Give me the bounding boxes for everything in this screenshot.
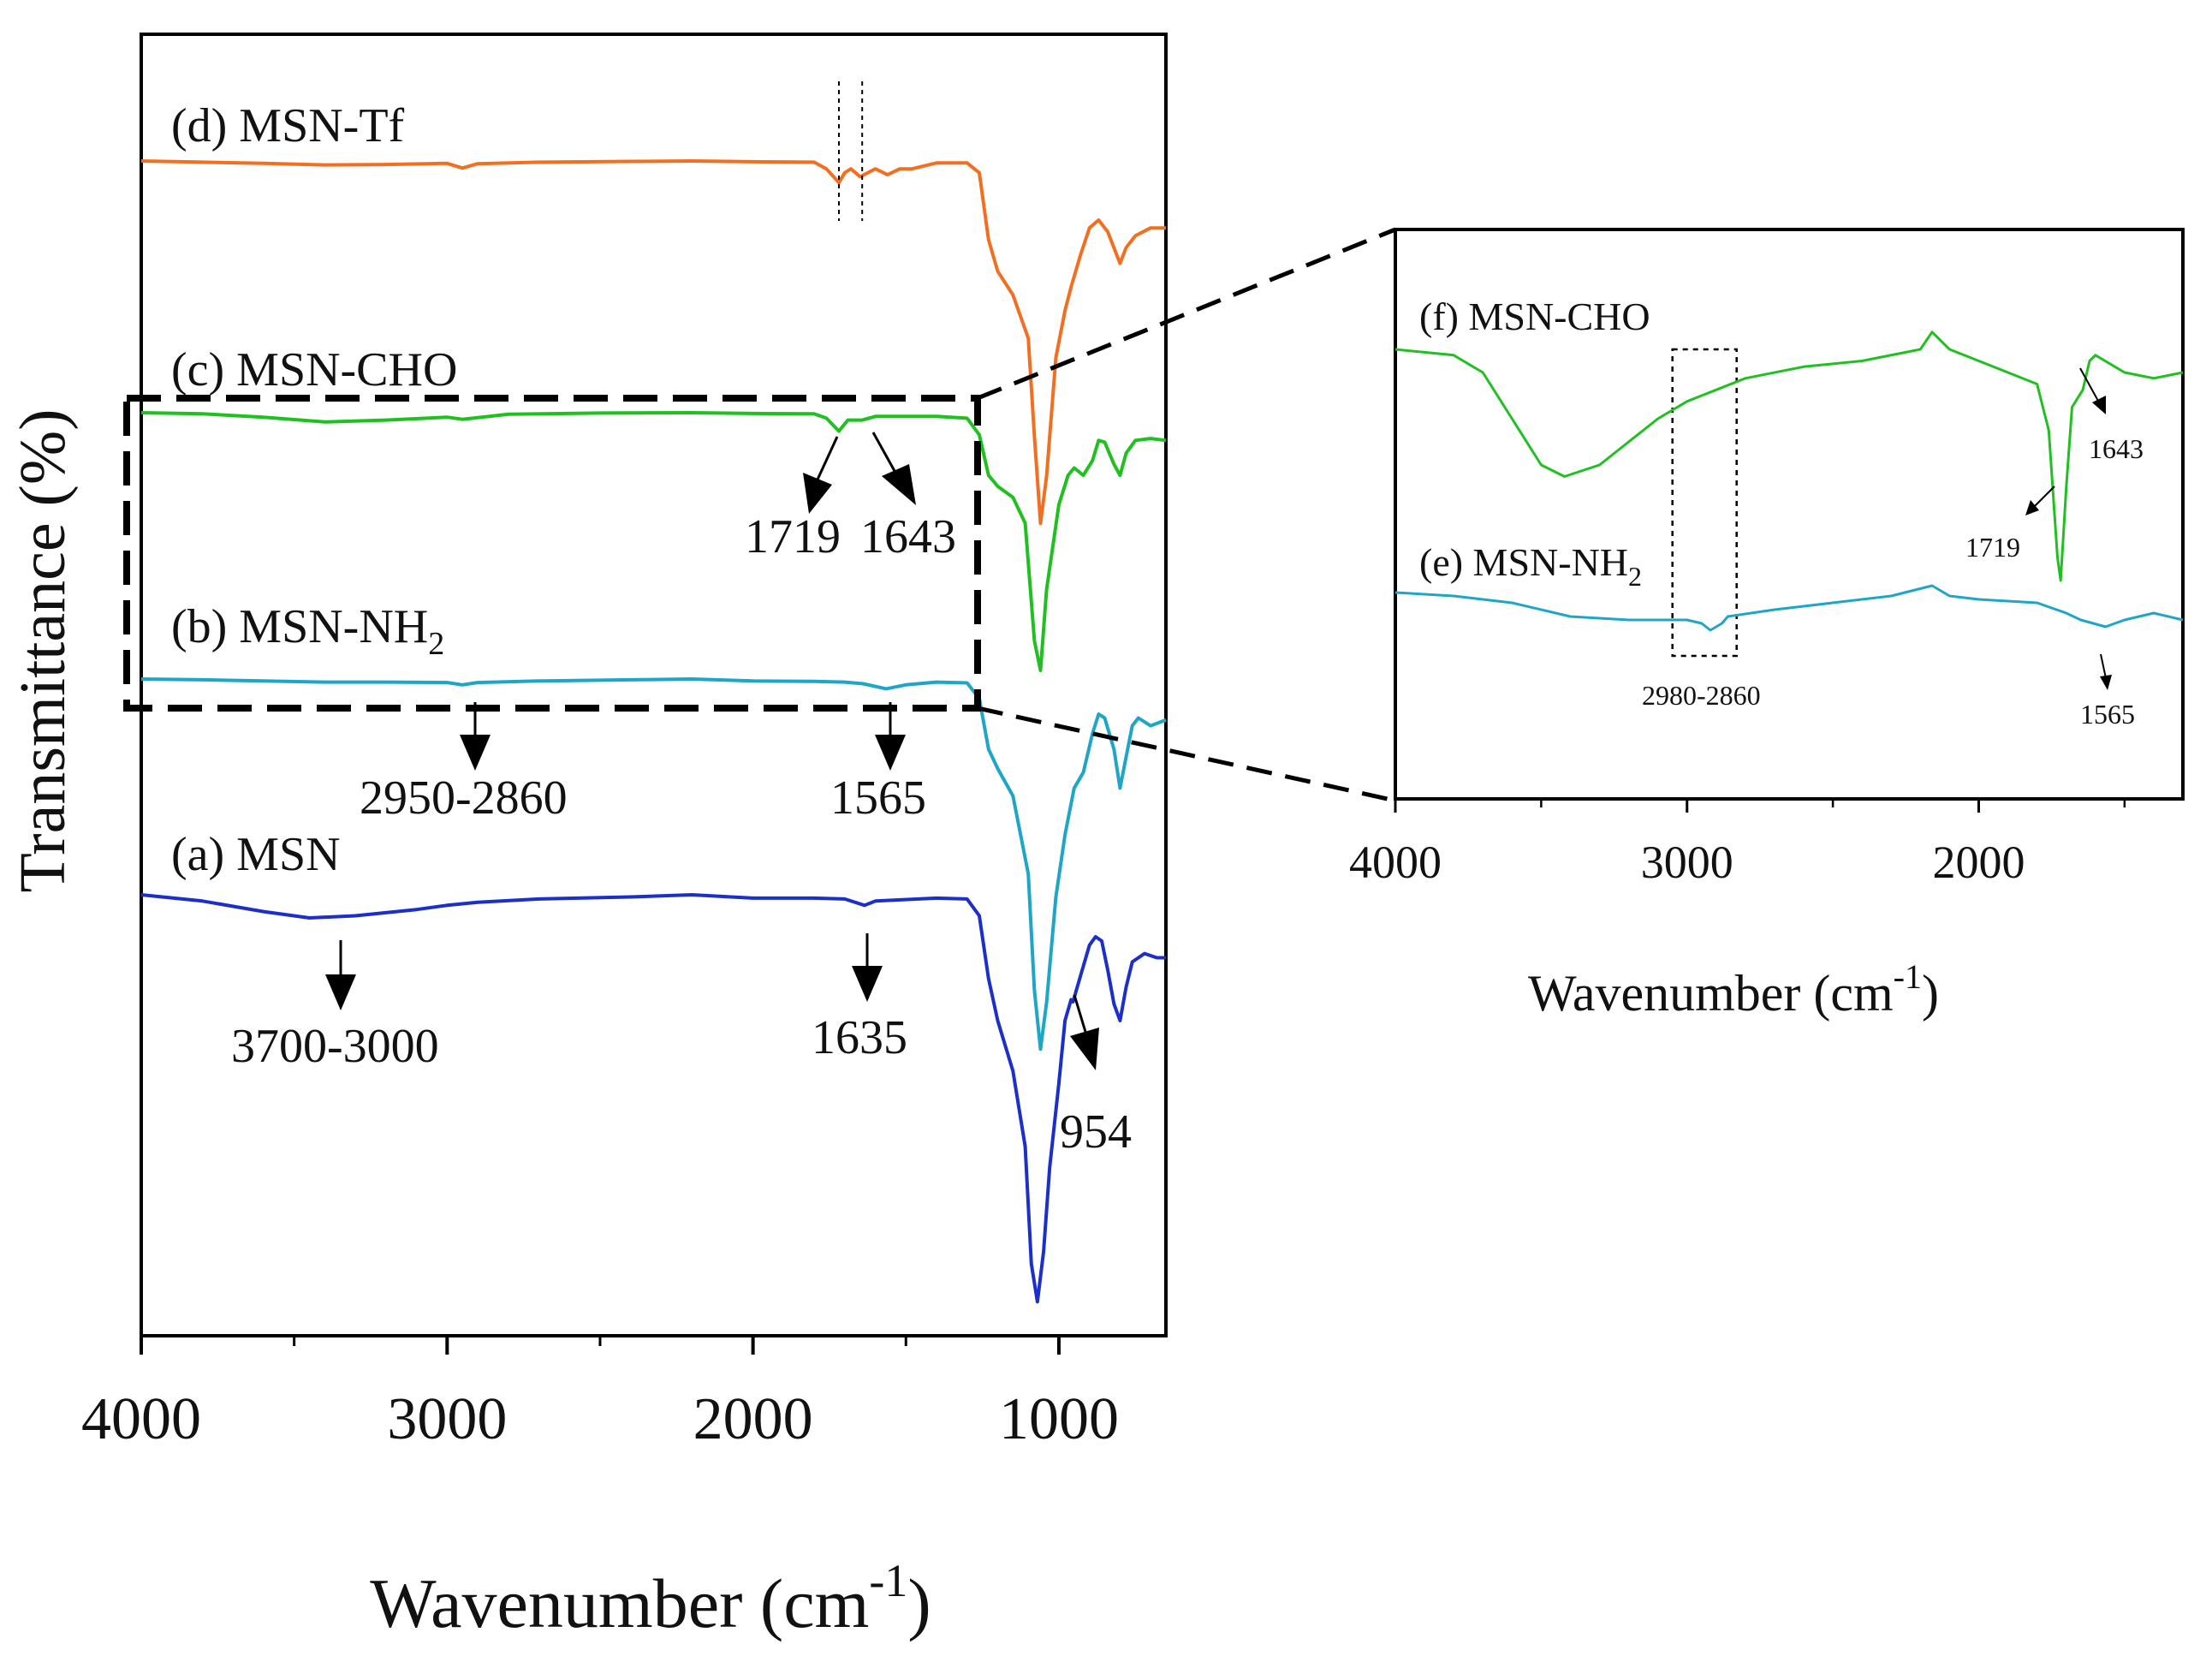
main-annotation-arrows [325, 432, 1099, 1070]
arrow-954-head [1070, 1028, 1099, 1070]
main-tick-label-1: 3000 [387, 1386, 507, 1452]
annotation-1565: 1565 [830, 771, 926, 825]
annotation-1643: 1643 [860, 510, 956, 563]
annotation-2950-2860: 2950-2860 [360, 771, 568, 825]
inset-xlabel-superscript: -1 [1894, 957, 1922, 996]
zoom-connector-top [977, 227, 1396, 401]
arrow-954-shaft [1073, 994, 1087, 1033]
inset-series-line-0 [1394, 331, 2184, 582]
inset-series-line-1 [1394, 584, 2184, 632]
main-xlabel-superscript: -1 [869, 1555, 907, 1606]
inset-xlabel: Wavenumber (cm-1) [1528, 957, 1939, 1022]
inset-plot-frame [1394, 228, 2185, 801]
inset-annotation-arrows [2025, 367, 2112, 690]
inset-annotation-2980-2860: 2980-2860 [1642, 680, 1761, 711]
inset-tick-label-2: 2000 [1932, 837, 2025, 888]
main-dotted-guides [838, 81, 864, 221]
inset-arrow-1719-shaft [2033, 486, 2055, 508]
inset-xlabel-close: ) [1922, 965, 1939, 1022]
inset-series-group [1394, 331, 2184, 632]
inset-annotation-1565: 1565 [2080, 699, 2135, 730]
zoom-region-box [123, 395, 981, 712]
inset-annotation-1719: 1719 [1965, 532, 2020, 563]
inset-chart: 4000 3000 2000 (f) MSN-CHO (e) MSN-NH2 164… [1349, 228, 2185, 1022]
inset-tick-label-0: 4000 [1349, 837, 1442, 888]
inset-arrow-1643-shaft [2079, 367, 2100, 403]
main-tick-label-0: 4000 [81, 1386, 201, 1452]
main-plot-frame [140, 33, 1168, 1337]
inset-arrow-1565-shaft [2100, 653, 2107, 679]
inset-arrow-1719-head [2025, 500, 2039, 515]
arrow-1719-head [803, 473, 832, 514]
zoom-connector-bottom [977, 706, 1396, 803]
main-ylabel: Transmittance (%) [7, 409, 79, 893]
arrow-1643-shaft [871, 432, 896, 472]
arrow-1635-head [852, 966, 883, 1002]
arrow-3700-3000-head [325, 974, 356, 1010]
inset-arrow-1643-head [2092, 396, 2106, 414]
arrow-2950-2860-head [460, 735, 491, 771]
label-inset-msn-nh2-subscript: 2 [1628, 561, 1642, 592]
main-chart: 4000 3000 2000 1000 (d) MSN-Tf (c) MSN-CHO … [7, 33, 1168, 1642]
arrow-1565-head [875, 735, 906, 771]
arrow-1719-shaft [816, 436, 839, 480]
annotation-1719: 1719 [745, 510, 841, 563]
arrow-1643-head [882, 464, 916, 505]
annotation-954: 954 [1060, 1105, 1132, 1159]
main-series-line-1 [140, 411, 1167, 672]
main-tick-label-3: 1000 [999, 1386, 1119, 1452]
label-msn: (a) MSN [171, 828, 341, 881]
main-xlabel-close: ) [907, 1564, 931, 1642]
label-msn-nh2-subscript: 2 [428, 626, 444, 662]
label-msn-nh2: (b) MSN-NH2 [171, 600, 444, 662]
main-tick-label-2: 2000 [693, 1386, 813, 1452]
main-series-group [140, 159, 1167, 1304]
label-inset-msn-nh2: (e) MSN-NH2 [1419, 540, 1642, 592]
inset-highlight-box [1671, 348, 1738, 658]
inset-arrow-1565-head [2100, 675, 2112, 690]
main-xlabel: Wavenumber (cm-1) [370, 1555, 931, 1642]
label-inset-msn-cho: (f) MSN-CHO [1419, 295, 1650, 338]
main-series-line-0 [140, 159, 1166, 526]
label-msn-cho: (c) MSN-CHO [171, 343, 457, 396]
label-msn-tf: (d) MSN-Tf [171, 99, 405, 152]
annotation-1635: 1635 [812, 1011, 907, 1064]
inset-x-ticks: 4000 3000 2000 [1349, 799, 2126, 888]
inset-tick-label-1: 3000 [1641, 837, 1733, 888]
inset-annotation-1643: 1643 [2089, 433, 2144, 464]
annotation-3700-3000: 3700-3000 [231, 1020, 439, 1073]
main-x-ticks: 4000 3000 2000 1000 [81, 1336, 1119, 1452]
main-series-line-3 [140, 893, 1166, 1304]
main-series-line-2 [140, 677, 1167, 1051]
